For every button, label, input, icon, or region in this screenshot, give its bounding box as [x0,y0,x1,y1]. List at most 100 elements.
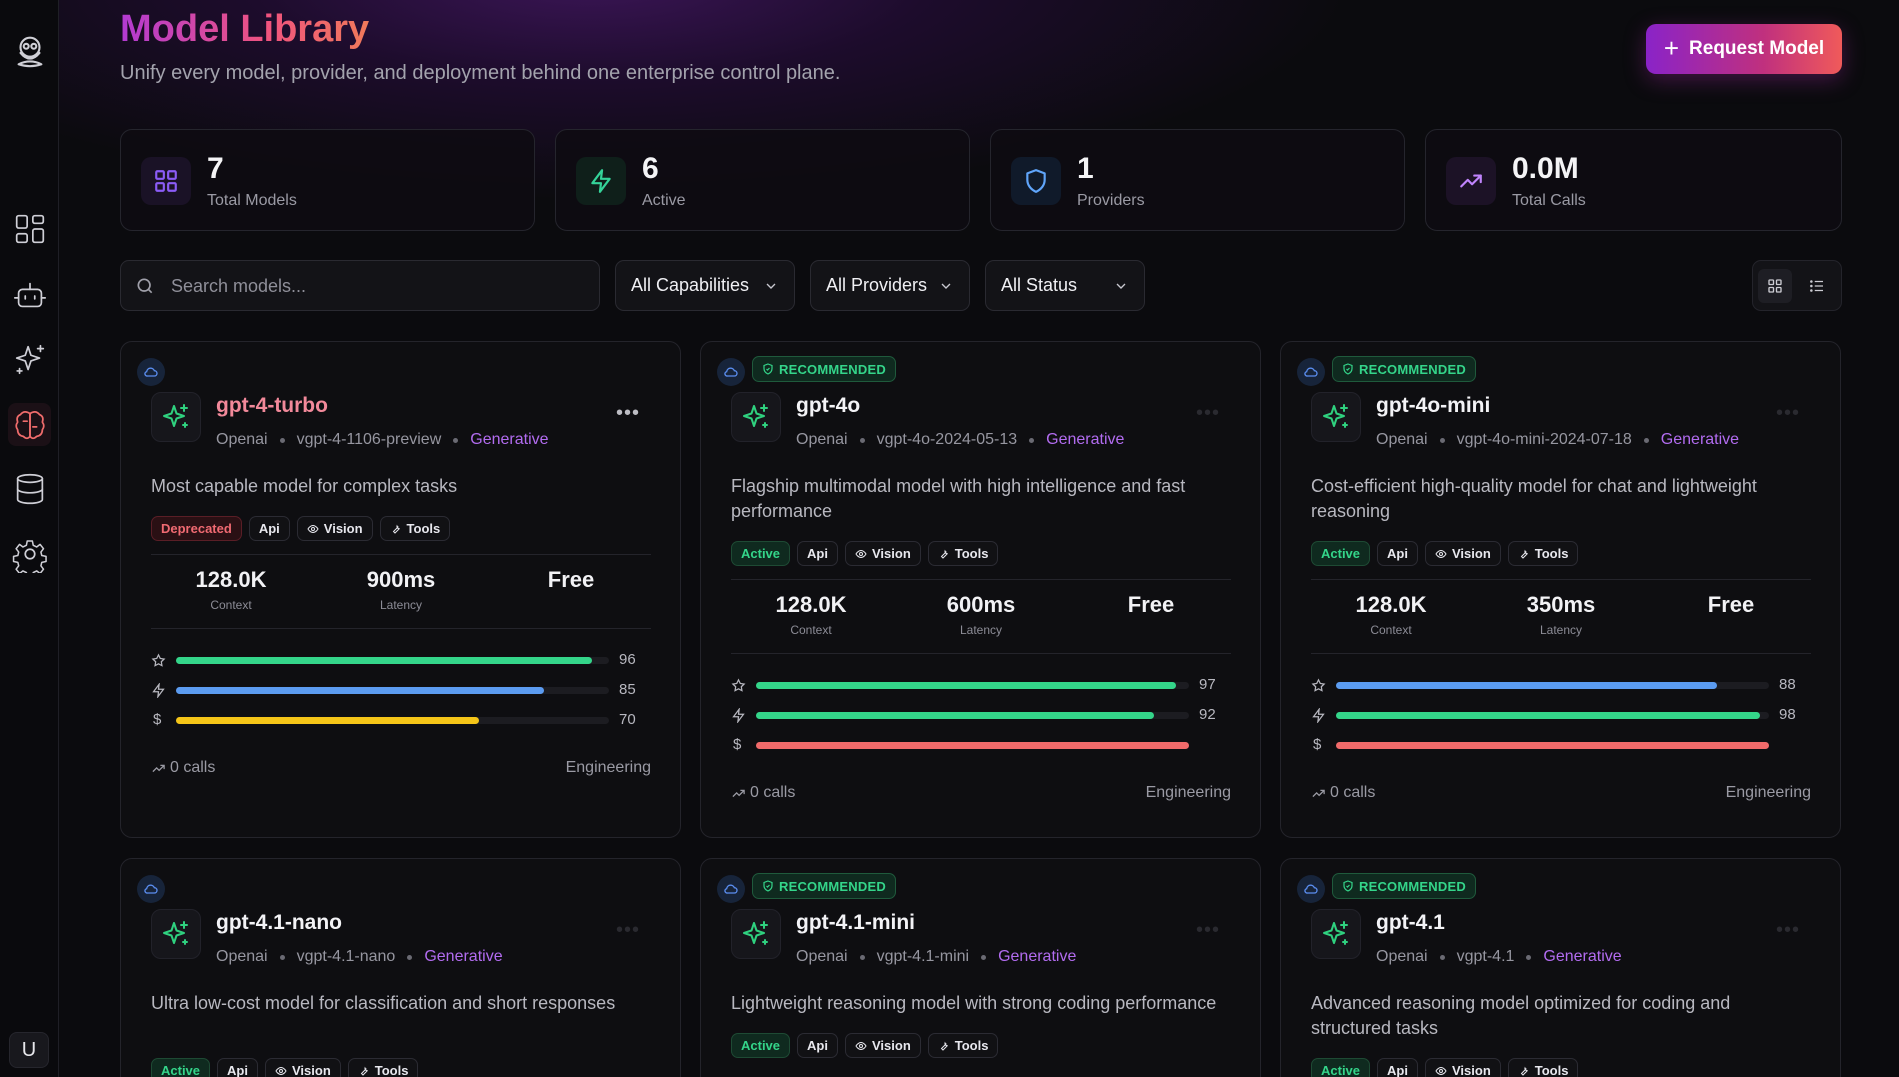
latency-value: 600ms [946,592,1016,617]
model-card[interactable]: RECOMMENDED gpt-4.1-mini ••• Openai vgpt-4.1… [700,858,1261,1077]
sparkles-icon [1311,909,1361,959]
model-name[interactable]: gpt-4o [796,394,861,417]
price-stat: Free [496,567,646,593]
model-name[interactable]: gpt-4-turbo [216,394,328,417]
latency-label: Latency [1539,623,1583,637]
tag-active: Active [1311,541,1371,566]
model-name[interactable]: gpt-4o-mini [1376,394,1491,417]
price-value: Free [1127,592,1175,617]
tag-label: Vision [871,546,911,561]
cloud-icon [717,358,745,386]
model-version: vgpt-4o-mini-2024-07-18 [1456,431,1632,448]
status-dropdown[interactable]: All Status [985,260,1145,311]
more-options-icon[interactable]: ••• [1195,919,1220,941]
score-track [756,742,1189,749]
more-options-icon[interactable]: ••• [615,919,640,941]
score-fill [176,717,480,724]
chevron-down-icon [941,283,951,289]
capabilities-dropdown-value: All Capabilities [631,275,750,295]
score-bars: 96 85 $70 [151,646,651,736]
status-dropdown-value: All Status [1001,275,1078,295]
logo-icon[interactable] [8,29,51,72]
wrench-icon [1520,549,1528,559]
sidebar-item-agents[interactable] [8,274,51,317]
sidebar-item-dashboard[interactable] [8,207,51,250]
tag-label: Active [741,1038,781,1053]
more-options-icon[interactable]: ••• [615,402,640,424]
dot-separator [981,954,987,960]
shield-check-icon [1343,880,1353,892]
eye-icon [1435,1066,1447,1075]
model-provider: Openai [216,948,268,965]
dot-separator [279,437,285,443]
wrench-icon [940,1041,948,1051]
more-options-icon[interactable]: ••• [1775,402,1800,424]
tag-list: Active Api Vision Tools [731,1033,999,1058]
dot-separator [859,437,865,443]
tag-api: Api [797,541,838,566]
dollar-icon: $ [1313,736,1322,753]
stat-label: Providers [1077,192,1145,209]
tag-tools: Tools [1507,1058,1579,1077]
sidebar-item-models[interactable] [8,403,51,446]
star-icon [1311,678,1326,692]
stat-card-providers: 1 Providers [990,129,1405,231]
price-value: Free [1707,592,1755,617]
model-card[interactable]: RECOMMENDED gpt-4.1 ••• Openai vgpt-4.1 Gener… [1280,858,1841,1077]
tag-api: Api [797,1033,838,1058]
dashboard-icon [15,214,44,243]
plus-icon: + [1663,32,1680,63]
sidebar-item-data[interactable] [8,467,51,510]
model-card[interactable]: gpt-4-turbo ••• Openai vgpt-4-1106-preview G… [120,341,681,838]
model-provider: Openai [796,948,848,965]
score-bars: 97 92 $ [731,671,1231,761]
eye-icon [855,549,867,558]
sidebar-item-ai[interactable] [8,338,51,381]
main-content: Model Library Unify every model, provide… [120,0,1842,1077]
sidebar-item-settings[interactable] [8,532,51,575]
model-description: Most capable model for complex tasks [151,476,458,496]
dot-separator [859,954,865,960]
team-label: Engineering [1145,784,1231,801]
tag-vision: Vision [844,1033,921,1058]
avatar[interactable]: U [9,1032,49,1068]
search-input[interactable] [171,273,581,299]
tag-active: Active [731,1033,791,1058]
model-description: Flagship multimodal model with high inte… [731,476,1186,521]
score-fill [756,712,1155,719]
wrench-icon [392,524,400,534]
context-label: Context [1370,623,1412,637]
tag-label: Tools [954,546,989,561]
tag-vision: Vision [296,516,373,541]
model-description: Advanced reasoning model optimized for c… [1311,993,1731,1038]
model-version: vgpt-4.1 [1456,948,1515,965]
grid-view-icon [1768,279,1782,293]
shield-check-icon [1343,363,1353,375]
context-label: Context [790,623,832,637]
model-meta: Openai vgpt-4o-mini-2024-07-18 Generative [1376,431,1739,449]
more-options-icon[interactable]: ••• [1775,919,1800,941]
request-model-button[interactable]: + Request Model [1646,24,1842,74]
model-provider: Openai [1376,948,1428,965]
grid-view-button[interactable] [1758,269,1792,303]
more-options-icon[interactable]: ••• [1195,402,1220,424]
model-description: Ultra low-cost model for classification … [151,993,616,1013]
tag-label: Active [1321,1063,1361,1077]
model-name[interactable]: gpt-4.1 [1376,911,1445,934]
capabilities-dropdown[interactable]: All Capabilities [615,260,795,311]
tag-api: Api [1377,1058,1418,1077]
tag-vision: Vision [1424,541,1501,566]
request-model-label: Request Model [1689,38,1825,59]
database-icon [16,473,43,504]
model-name[interactable]: gpt-4.1-nano [216,911,342,934]
model-name[interactable]: gpt-4.1-mini [796,911,915,934]
tag-api: Api [217,1058,258,1077]
context-value: 128.0K [1355,592,1427,617]
team-label: Engineering [565,759,651,776]
model-card[interactable]: gpt-4.1-nano ••• Openai vgpt-4.1-nano Genera… [120,858,681,1077]
model-card[interactable]: RECOMMENDED gpt-4o-mini ••• Openai vgpt-4o-m… [1280,341,1841,838]
search-box [120,260,600,311]
model-card[interactable]: RECOMMENDED gpt-4o ••• Openai vgpt-4o-2024-0… [700,341,1261,838]
list-view-button[interactable] [1800,269,1834,303]
providers-dropdown[interactable]: All Providers [810,260,970,311]
